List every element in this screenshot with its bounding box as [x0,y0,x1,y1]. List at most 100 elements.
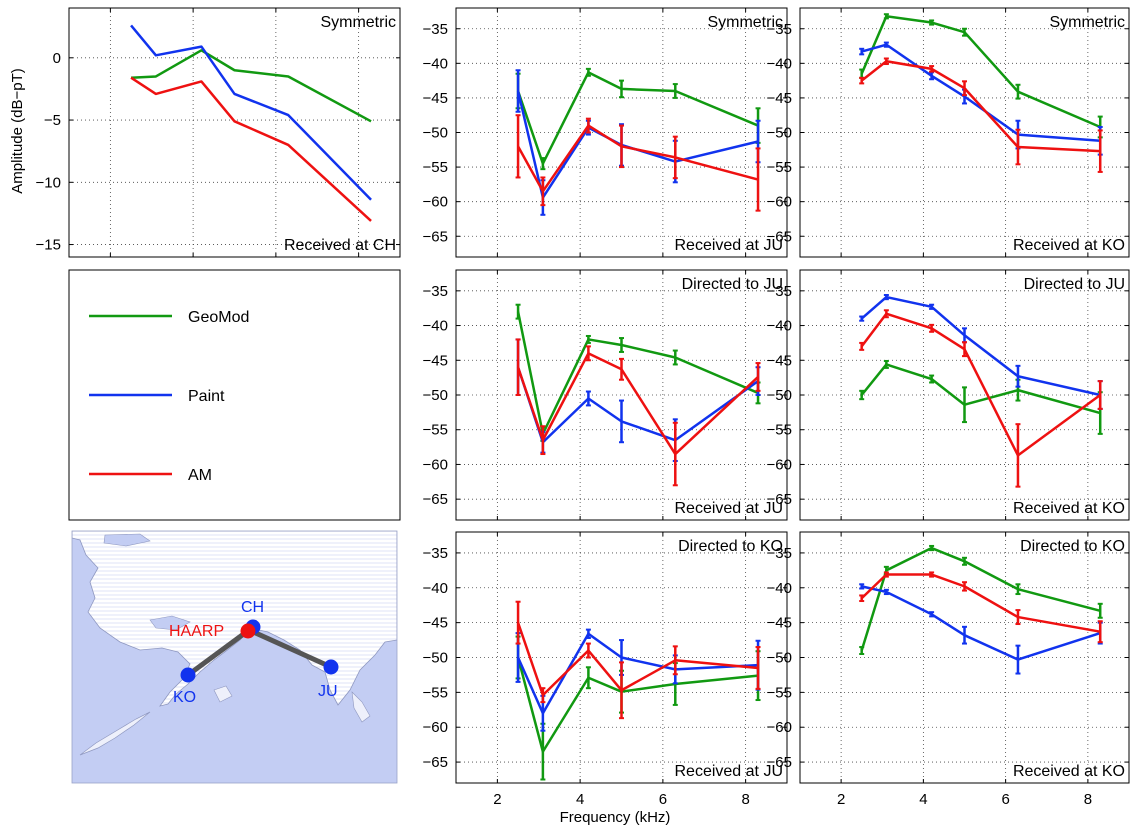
tick-label-y: −45 [423,352,448,369]
panel-title: Directed to JU [682,276,783,293]
tick-label-y: −45 [767,615,792,632]
series-line-geomod [516,71,759,165]
tick-label-y: −10 [36,174,61,191]
map-marker-ju [323,659,339,675]
map-island-southeast [351,691,371,723]
tick-label-y: 0 [53,50,61,67]
chart-ju-symmetric: −35 −40 −45 −50 −55 −60 −65 Symmetric Received a… [423,7,788,258]
tick-label-x: 6 [1001,791,1009,808]
map-path-haarp-ju [246,627,334,670]
series-line-geomod [516,311,759,436]
panel-subtitle: Received at KO [1013,763,1125,780]
series-line-am [516,622,759,697]
series-line-am [130,76,372,222]
map-island-kodiak [213,685,233,703]
map-label-haarp: HAARP [169,623,224,640]
series-line-geomod [860,363,1101,415]
series-line-geomod [516,657,759,753]
tick-label-y: −35 [767,21,792,38]
tick-label-y: −65 [423,491,448,508]
panel-title: Symmetric [320,14,396,31]
tick-label-y: −40 [767,55,792,72]
tick-label-y: −55 [423,684,448,701]
plot-frame [455,7,788,258]
map-marker-ko [180,667,196,683]
tick-label-y: −40 [423,580,448,597]
tick-label-y: −60 [423,456,448,473]
panel-subtitle: Received at JU [675,763,784,780]
tick-label-y: −65 [767,491,792,508]
tick-label-y: −50 [767,387,792,404]
series-line-am [516,352,759,456]
plot-frame [455,531,788,784]
series-line-paint [861,585,1101,661]
series-line-geomod [860,546,1101,651]
tick-label-y: −35 [767,545,792,562]
map-lake [149,615,191,631]
series-line-am [516,124,759,193]
tick-label-y: −65 [767,754,792,771]
tick-label-y: −40 [767,580,792,597]
tick-label-y: −60 [767,194,792,211]
map-label-ko: KO [173,689,196,706]
tick-label-y: −55 [423,159,448,176]
tick-label-y: −60 [423,194,448,211]
tick-label-y: −55 [767,159,792,176]
series-line-geomod [860,15,1101,129]
tick-label-y: −55 [767,422,792,439]
tick-label-y: −15 [36,237,61,254]
panel-title: Symmetric [1049,14,1125,31]
plot-frame [799,531,1130,784]
chart-panels: 0 −5 −10 −15 Symmetric Received at CH −35 −40 −4… [36,7,1130,808]
plot-frame [799,269,1130,521]
tick-label-y: −35 [423,283,448,300]
series-line-paint [516,632,759,715]
tick-label-x: 4 [919,791,927,808]
y-axis-label: Amplitude (dB−pT) [9,68,26,193]
tick-label-y: −65 [767,228,792,245]
tick-label-y: −35 [423,545,448,562]
series-line-paint [860,295,1101,397]
tick-label-x: 8 [741,791,749,808]
tick-label-y: −5 [44,112,61,129]
tick-label-y: −45 [423,615,448,632]
map-marker-haarp [240,623,256,639]
legend-label-am: AM [188,467,212,484]
chart-ko-symmetric: −35 −40 −45 −50 −55 −60 −65 Symmetric Received a… [767,7,1130,258]
tick-label-x: 8 [1084,791,1092,808]
panel-subtitle: Received at JU [675,500,784,517]
panel-title: Symmetric [707,14,783,31]
series-line-geomod [130,49,372,123]
tick-label-y: −45 [423,90,448,107]
panel-subtitle: Received at KO [1013,237,1125,254]
series-line-am [860,312,1101,457]
tick-label-x: 2 [837,791,845,808]
chart-ju-directed-ko: −35 −40 −45 −50 −55 −60 −65 2 4 6 8 Directed to KO R… [423,531,788,808]
tick-label-y: −45 [767,90,792,107]
tick-label-y: −55 [423,422,448,439]
series-line-paint [130,24,372,201]
panel-subtitle: Received at JU [675,237,784,254]
series-line-am [860,60,1101,153]
panel-subtitle: Received at KO [1013,500,1125,517]
plot-frame [455,269,788,521]
tick-label-y: −65 [423,228,448,245]
tick-label-y: −60 [767,719,792,736]
chart-ko-directed-ko: −35 −40 −45 −50 −55 −60 −65 2 4 6 8 Directed to KO R… [767,531,1130,808]
legend-label-geomod: GeoMod [188,309,249,326]
plot-area [456,270,787,520]
map-label-ch: CH [241,599,264,616]
map-frame [71,530,398,784]
tick-label-y: −40 [423,55,448,72]
tick-label-y: −50 [423,387,448,404]
chart-ko-directed-ju: −35 −40 −45 −50 −55 −60 −65 Directed to JU Recei… [767,269,1130,521]
tick-label-x: 2 [493,791,501,808]
tick-label-y: −60 [767,456,792,473]
map-panel: CH HAARP KO JU [71,530,398,784]
tick-label-y: −40 [767,318,792,335]
tick-label-y: −50 [423,650,448,667]
tick-label-y: −55 [767,684,792,701]
series-line-paint [861,43,1101,143]
tick-label-y: −45 [767,352,792,369]
